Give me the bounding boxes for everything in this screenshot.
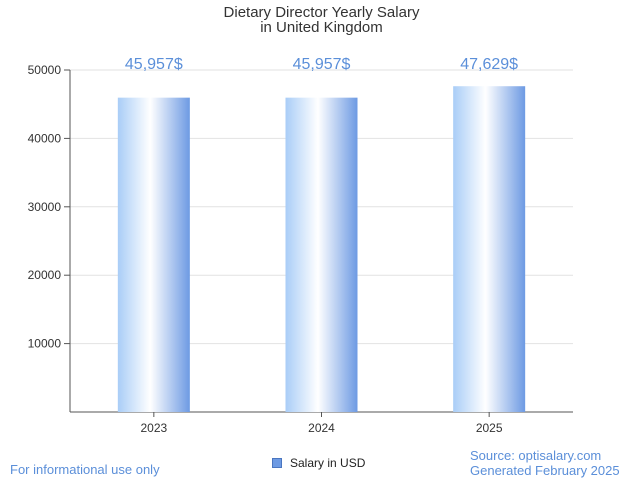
y-tick-label: 30000 <box>28 200 62 214</box>
info-note: For informational use only <box>10 462 160 477</box>
y-tick-label: 20000 <box>28 268 62 282</box>
chart-subtitle: in United Kingdom <box>260 19 383 36</box>
legend[interactable]: Salary in USD <box>272 455 365 471</box>
legend-swatch <box>272 458 282 468</box>
x-tick-label: 2025 <box>476 421 503 435</box>
x-tick-label: 2024 <box>308 421 335 435</box>
chart-title: Dietary Director Yearly Salary <box>223 4 420 21</box>
legend-label: Salary in USD <box>290 456 366 470</box>
data-label: 47,629$ <box>460 56 518 73</box>
data-label: 45,957$ <box>293 56 351 73</box>
source-note[interactable]: Source: optisalary.com <box>470 448 602 463</box>
y-tick-label: 40000 <box>28 131 62 145</box>
bar <box>117 97 190 413</box>
y-tick-label: 50000 <box>28 63 62 77</box>
bar <box>285 97 358 413</box>
generated-note: Generated February 2025 <box>470 463 620 478</box>
data-label: 45,957$ <box>125 56 183 73</box>
bar <box>453 86 526 412</box>
x-tick-label: 2023 <box>140 421 167 435</box>
y-tick-label: 10000 <box>28 337 62 351</box>
